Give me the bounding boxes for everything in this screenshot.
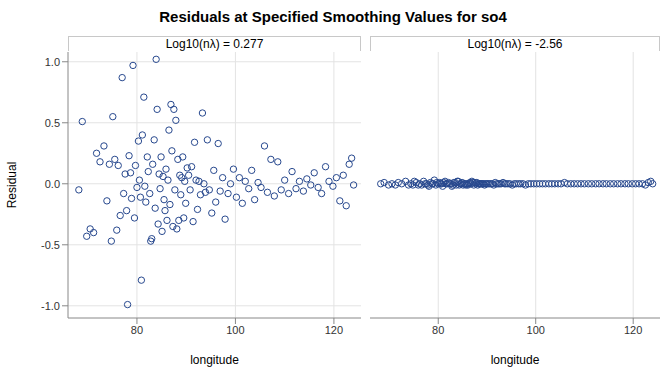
- svg-text:100: 100: [226, 324, 244, 336]
- svg-text:longitude: longitude: [190, 353, 239, 367]
- svg-text:longitude: longitude: [491, 353, 540, 367]
- svg-text:1.0: 1.0: [45, 56, 60, 68]
- svg-text:100: 100: [527, 324, 545, 336]
- svg-text:Residual: Residual: [8, 162, 19, 209]
- html-text:Log10(nλ) = 0.277: Log10(nλ) = 0.277: [165, 37, 264, 51]
- svg-text:-1.0: -1.0: [41, 300, 60, 312]
- html-text:Residuals at Specified Smoothi: Residuals at Specified Smoothing Values …: [159, 8, 507, 25]
- svg-text:120: 120: [624, 324, 642, 336]
- svg-text:120: 120: [325, 324, 343, 336]
- svg-text:80: 80: [131, 324, 143, 336]
- svg-text:-0.5: -0.5: [41, 239, 60, 251]
- svg-text:80: 80: [432, 324, 444, 336]
- svg-text:0.0: 0.0: [45, 178, 60, 190]
- html-text:Log10(nλ) = -2.56: Log10(nλ) = -2.56: [467, 37, 563, 51]
- svg-text:0.5: 0.5: [45, 117, 60, 129]
